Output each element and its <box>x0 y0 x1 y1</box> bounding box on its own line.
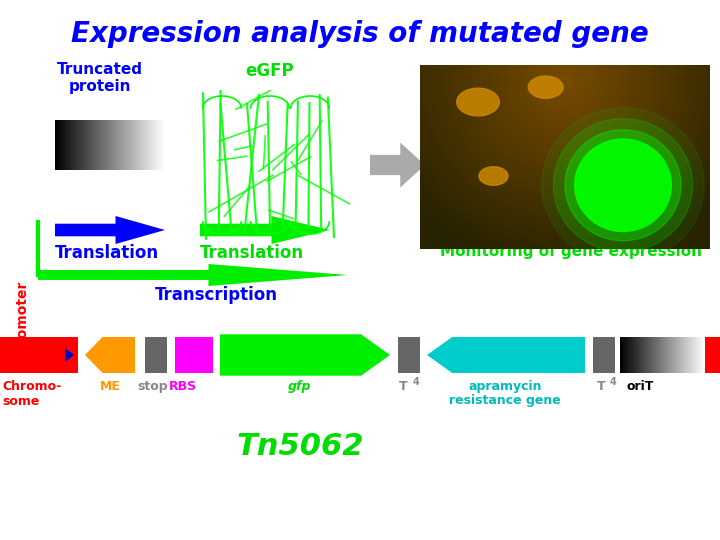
Text: Translation: Translation <box>200 244 304 262</box>
Text: RBS: RBS <box>169 380 197 393</box>
Text: promoter: promoter <box>15 280 29 353</box>
Text: oriT: oriT <box>626 380 654 393</box>
Text: stop: stop <box>138 380 168 393</box>
Polygon shape <box>65 348 74 362</box>
Polygon shape <box>55 216 165 244</box>
Polygon shape <box>660 337 712 373</box>
Text: Truncated
protein: Truncated protein <box>57 62 143 94</box>
Text: T: T <box>597 380 606 393</box>
Polygon shape <box>220 334 390 376</box>
Polygon shape <box>200 216 330 244</box>
Polygon shape <box>370 143 425 187</box>
Text: T: T <box>399 380 408 393</box>
Text: Tn5062: Tn5062 <box>236 432 364 461</box>
Polygon shape <box>38 264 348 286</box>
Text: 4: 4 <box>610 377 617 387</box>
Text: gfp: gfp <box>288 380 312 393</box>
Text: eGFP: eGFP <box>246 62 294 80</box>
Text: ME: ME <box>99 380 120 393</box>
Polygon shape <box>85 337 135 373</box>
Bar <box>145 337 167 373</box>
Bar <box>593 337 615 373</box>
Text: apramycin: apramycin <box>468 380 541 393</box>
Bar <box>175 337 213 373</box>
Polygon shape <box>427 337 585 373</box>
Text: Monitoring of gene expression: Monitoring of gene expression <box>440 244 702 259</box>
Text: Chromo-
some: Chromo- some <box>2 380 61 408</box>
Text: Translation: Translation <box>55 244 159 262</box>
Bar <box>0 337 78 373</box>
Bar <box>642 337 720 373</box>
Text: resistance gene: resistance gene <box>449 394 561 407</box>
Text: Transcription: Transcription <box>155 286 278 304</box>
Text: Expression analysis of mutated gene: Expression analysis of mutated gene <box>71 20 649 48</box>
Bar <box>398 337 420 373</box>
Text: 4: 4 <box>413 377 420 387</box>
Polygon shape <box>648 348 657 362</box>
